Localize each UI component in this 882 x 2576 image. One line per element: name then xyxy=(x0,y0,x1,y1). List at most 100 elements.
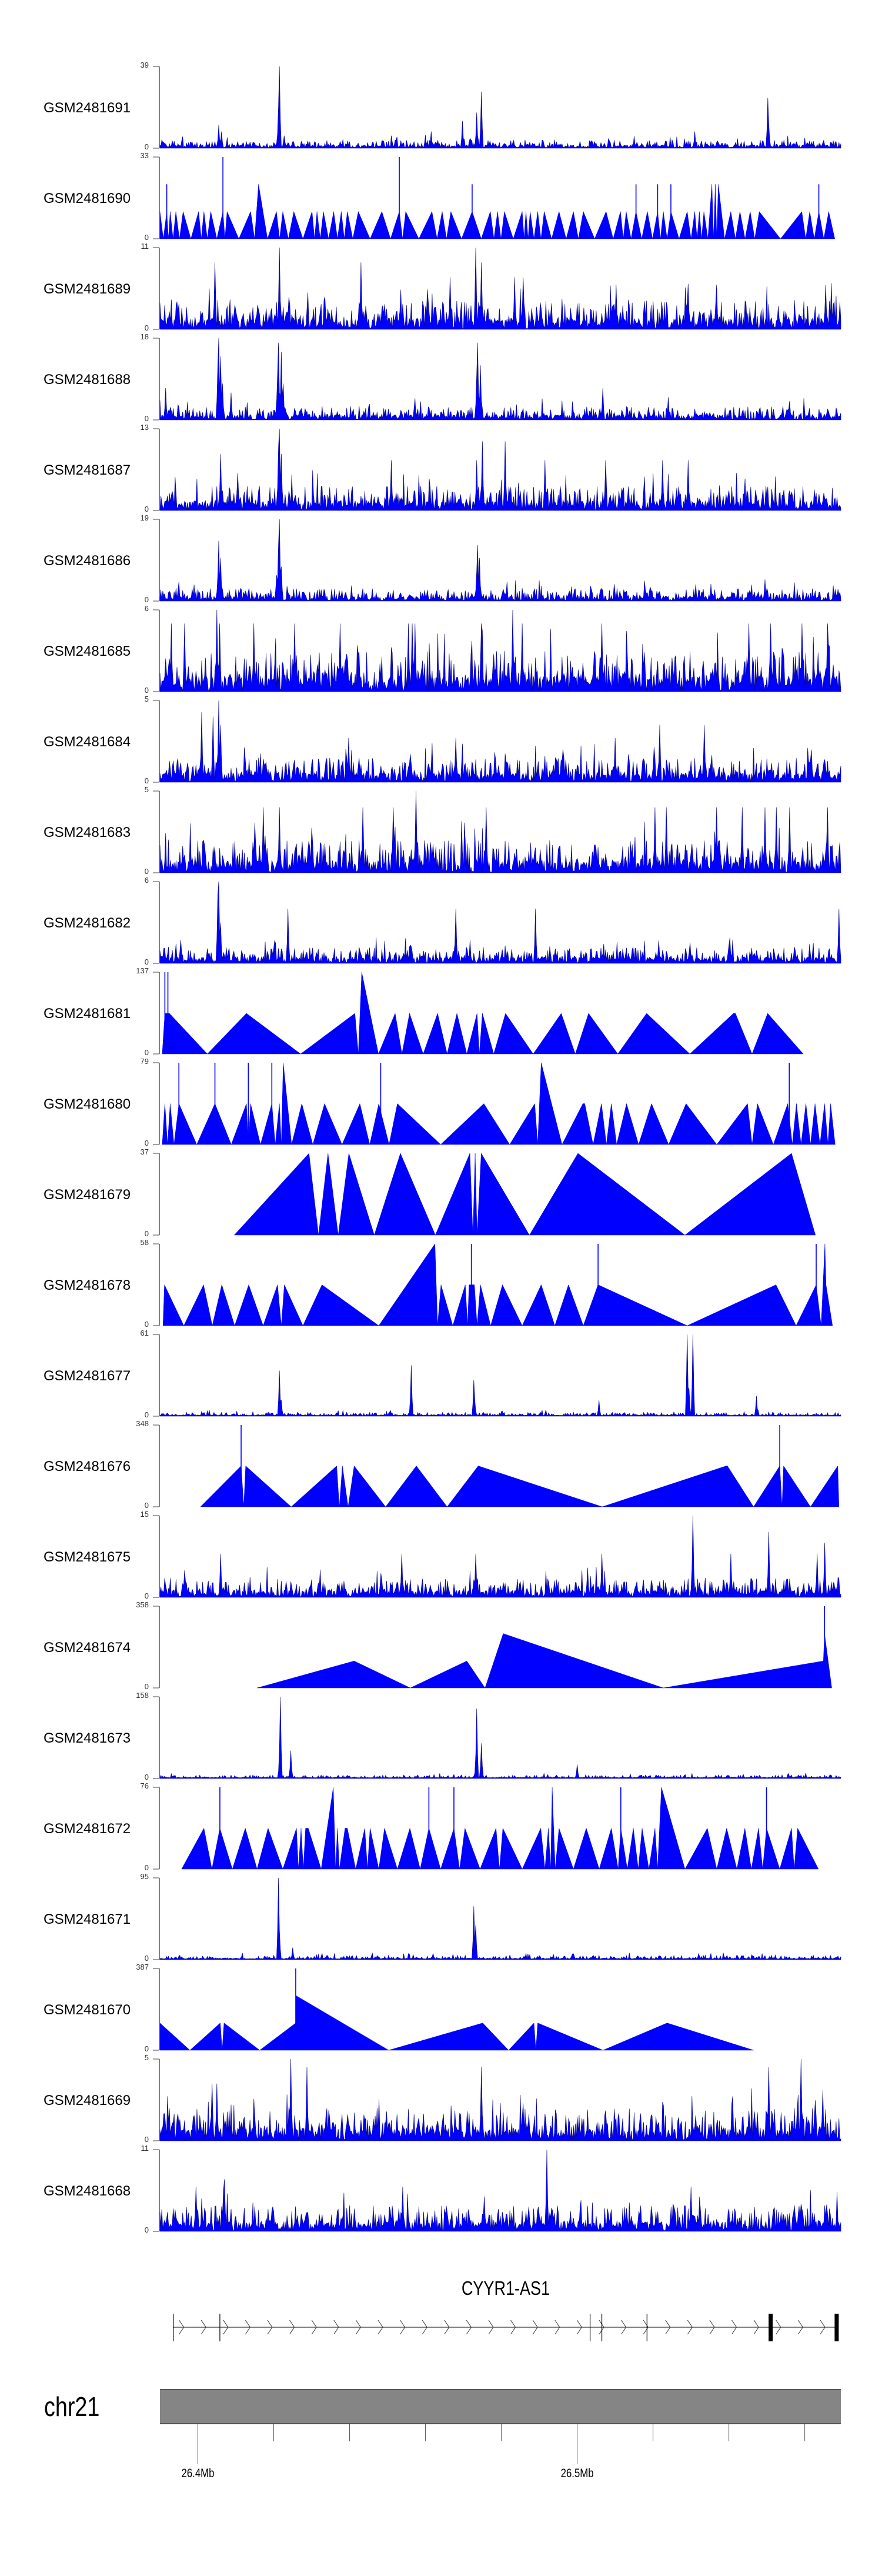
track-name-label: GSM2481682 xyxy=(44,915,131,931)
track-GSM2481677: GSM2481677 61 0 xyxy=(44,1329,841,1419)
signal-area xyxy=(159,881,841,964)
strand-arrow-icon xyxy=(267,2320,273,2335)
track-GSM2481674: GSM2481674 358 0 xyxy=(44,1600,832,1691)
y-min-label: 0 xyxy=(145,776,149,785)
track-GSM2481670: GSM2481670 387 0 xyxy=(44,1963,754,2053)
track-name-label: GSM2481668 xyxy=(44,2183,131,2199)
track-GSM2481684: GSM2481684 5 0 xyxy=(44,695,841,785)
strand-arrow-icon xyxy=(665,2320,671,2335)
track-GSM2481680: GSM2481680 79 0 xyxy=(44,1057,836,1147)
strand-arrow-icon xyxy=(488,2320,494,2335)
signal-area xyxy=(159,66,841,149)
y-max-label: 61 xyxy=(141,1329,149,1337)
track-GSM2481689: GSM2481689 11 0 xyxy=(44,242,841,332)
track-GSM2481688: GSM2481688 18 0 xyxy=(44,332,841,423)
signal-area xyxy=(159,2149,841,2232)
strand-arrow-icon xyxy=(377,2320,383,2335)
y-min-label: 0 xyxy=(145,1591,149,1600)
y-min-label: 0 xyxy=(145,233,149,242)
chromosome-label: chr21 xyxy=(44,2391,99,2421)
track-name-label: GSM2481689 xyxy=(44,281,131,297)
y-max-label: 15 xyxy=(141,1510,149,1519)
y-max-label: 76 xyxy=(141,1781,149,1790)
strand-arrow-icon xyxy=(731,2320,737,2335)
track-name-label: GSM2481680 xyxy=(44,1096,131,1112)
signal-area xyxy=(159,609,841,692)
y-max-label: 58 xyxy=(141,1238,149,1247)
track-name-label: GSM2481679 xyxy=(44,1187,131,1203)
track-GSM2481681: GSM2481681 137 0 xyxy=(44,966,804,1057)
axis-tick-label: 26.5Mb xyxy=(561,2467,594,2480)
track-name-label: GSM2481683 xyxy=(44,825,131,840)
gene-exon xyxy=(219,2314,220,2341)
y-max-label: 348 xyxy=(136,1419,149,1428)
signal-area xyxy=(159,1515,841,1598)
signal-area xyxy=(159,338,841,421)
y-min-label: 0 xyxy=(145,595,149,604)
signal-area xyxy=(162,1243,833,1326)
y-max-label: 19 xyxy=(141,513,149,522)
y-max-label: 6 xyxy=(145,604,149,613)
track-GSM2481683: GSM2481683 5 0 xyxy=(44,785,841,876)
y-max-label: 387 xyxy=(136,1963,149,1971)
y-max-label: 13 xyxy=(141,423,149,432)
strand-arrow-icon xyxy=(709,2320,715,2335)
track-GSM2481687: GSM2481687 13 0 xyxy=(44,423,841,513)
strand-arrow-icon xyxy=(444,2320,450,2335)
track-name-label: GSM2481677 xyxy=(44,1368,131,1384)
y-min-label: 0 xyxy=(145,867,149,876)
signal-area xyxy=(162,1062,836,1145)
strand-arrow-icon xyxy=(422,2320,427,2335)
gene-track: CYYR1-AS1 xyxy=(172,2278,839,2341)
track-name-label: GSM2481690 xyxy=(44,191,131,206)
y-min-label: 0 xyxy=(145,957,149,966)
strand-arrow-icon xyxy=(576,2320,582,2335)
strand-arrow-icon xyxy=(820,2320,826,2335)
y-max-label: 5 xyxy=(145,695,149,703)
y-min-label: 0 xyxy=(145,323,149,332)
y-min-label: 0 xyxy=(145,1139,149,1147)
y-max-label: 37 xyxy=(141,1147,149,1156)
y-max-label: 18 xyxy=(141,332,149,341)
gene-exon xyxy=(769,2314,773,2341)
y-min-label: 0 xyxy=(145,1773,149,1781)
y-max-label: 79 xyxy=(141,1057,149,1066)
y-min-label: 0 xyxy=(145,1501,149,1510)
track-GSM2481685: GSM2481685 6 0 xyxy=(44,604,841,695)
track-GSM2481690: GSM2481690 33 0 xyxy=(44,151,836,242)
track-GSM2481686: GSM2481686 19 0 xyxy=(44,513,841,604)
track-GSM2481682: GSM2481682 6 0 xyxy=(44,876,841,966)
track-name-label: GSM2481670 xyxy=(44,2002,131,2018)
signal-area xyxy=(257,1633,832,1689)
track-name-label: GSM2481688 xyxy=(44,372,131,388)
strand-arrow-icon xyxy=(532,2320,538,2335)
y-min-label: 0 xyxy=(145,1863,149,1872)
track-name-label: GSM2481687 xyxy=(44,462,131,478)
track-name-label: GSM2481678 xyxy=(44,1277,131,1293)
signal-tracks: GSM2481691390GSM2481690330GSM2481689110G… xyxy=(44,61,841,2234)
strand-arrow-icon xyxy=(510,2320,516,2335)
strand-arrow-icon xyxy=(355,2320,361,2335)
signal-area xyxy=(159,428,841,511)
signal-area xyxy=(181,1787,819,1870)
y-min-label: 0 xyxy=(145,2044,149,2053)
strand-arrow-icon xyxy=(223,2320,229,2335)
signal-area xyxy=(162,972,804,1055)
y-min-label: 0 xyxy=(145,1954,149,1963)
strand-arrow-icon xyxy=(201,2320,206,2335)
y-max-label: 39 xyxy=(141,61,149,69)
strand-arrow-icon xyxy=(687,2320,693,2335)
strand-arrow-icon xyxy=(621,2320,627,2335)
signal-area xyxy=(159,519,841,602)
gene-exon xyxy=(834,2314,839,2341)
track-name-label: GSM2481684 xyxy=(44,734,131,750)
track-GSM2481675: GSM2481675 15 0 xyxy=(44,1510,841,1600)
signal-area xyxy=(159,184,836,239)
y-max-label: 5 xyxy=(145,2053,149,2062)
signal-area xyxy=(159,1995,754,2051)
y-min-label: 0 xyxy=(145,414,149,423)
track-name-label: GSM2481681 xyxy=(44,1006,131,1022)
track-name-label: GSM2481673 xyxy=(44,1730,131,1746)
track-name-label: GSM2481691 xyxy=(44,100,131,116)
